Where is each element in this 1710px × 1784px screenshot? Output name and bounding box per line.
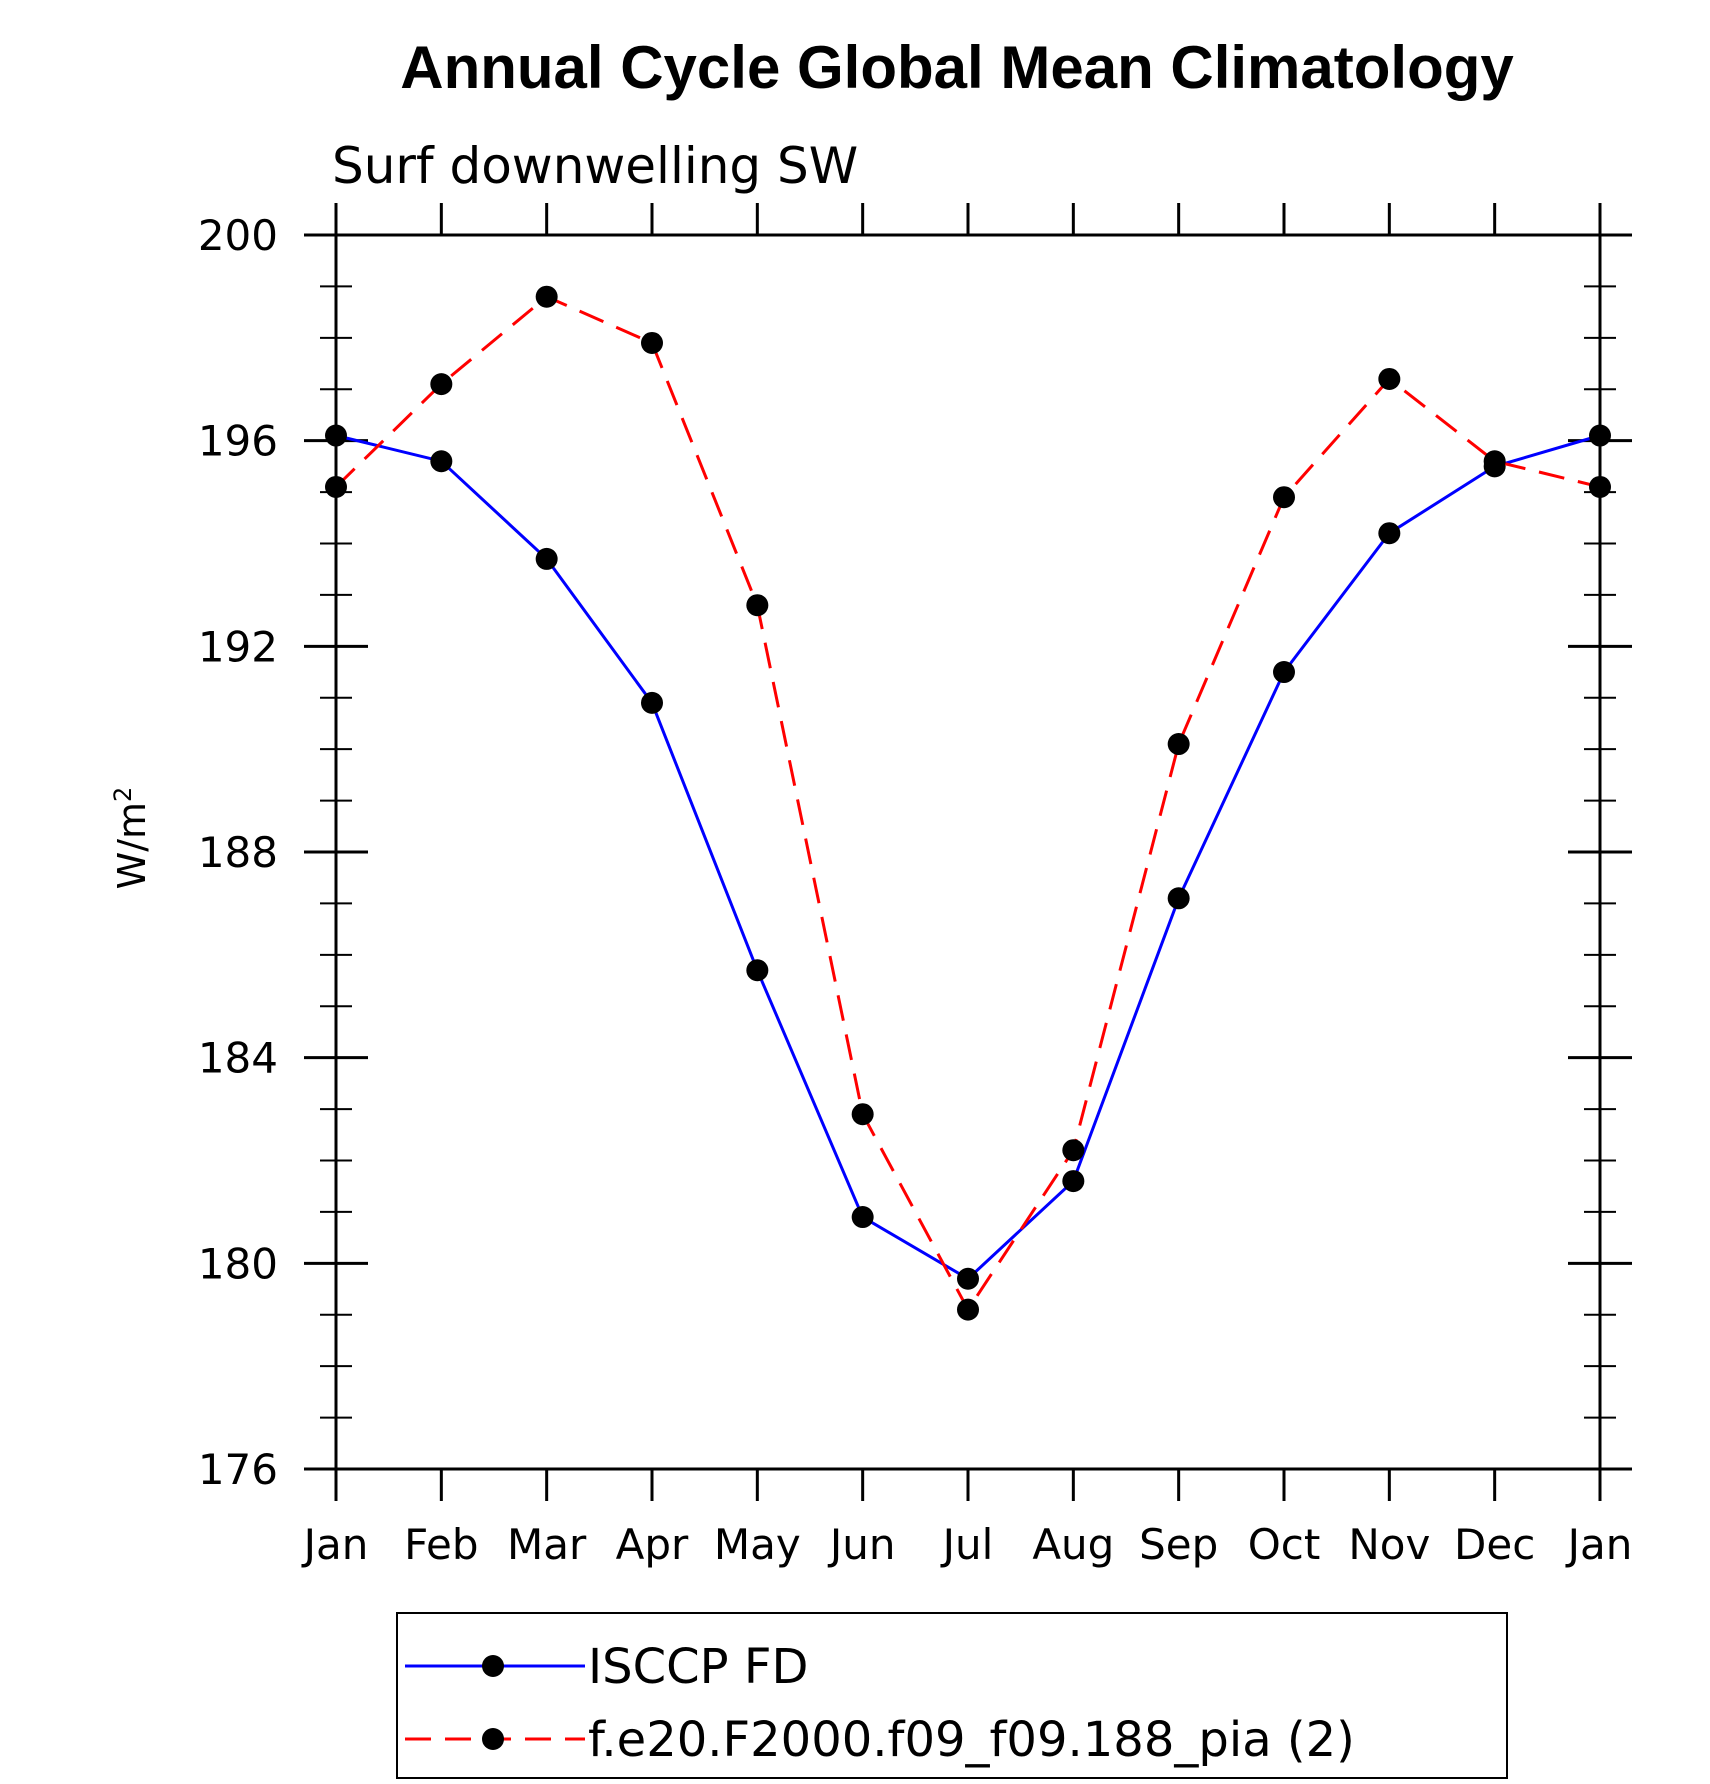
y-tick-label: 180 (198, 1239, 278, 1288)
legend-marker (482, 1655, 504, 1677)
data-point (430, 373, 453, 396)
x-tick-label: Nov (1348, 1520, 1430, 1569)
data-point (325, 424, 347, 447)
data-point (325, 475, 347, 498)
series-line (334, 294, 1601, 1313)
data-point (957, 1298, 979, 1321)
series-2 (325, 285, 1611, 1321)
x-tick-label: Dec (1454, 1520, 1535, 1569)
y-tick-label: 200 (198, 211, 278, 260)
legend: ISCCP FD f.e20.F2000.f09_f09.188_pia (2) (396, 1612, 1508, 1779)
data-point (641, 691, 663, 714)
data-point (1273, 486, 1295, 509)
legend-box (396, 1612, 1508, 1779)
data-point (1062, 1170, 1085, 1193)
x-tick-label: Mar (507, 1520, 587, 1569)
legend-marker (482, 1728, 504, 1750)
data-point (430, 450, 453, 473)
y-tick-label: 188 (198, 828, 278, 877)
data-point (1167, 733, 1190, 756)
y-axis-label-superscript: 2 (109, 787, 137, 802)
y-tick-label: 192 (198, 622, 278, 671)
data-point (1589, 424, 1611, 447)
axes: Jan Feb Mar Apr May Jun Jul Aug Sep Oct Nov Dec Jan 1… (198, 203, 1633, 1569)
x-tick-label: Feb (404, 1520, 478, 1569)
y-axis-label: W/m2 (109, 787, 154, 890)
data-point (746, 594, 769, 617)
data-point (957, 1267, 979, 1290)
data-point (851, 1103, 874, 1126)
y-tick-label: 176 (198, 1445, 278, 1494)
data-point (1378, 522, 1401, 545)
data-point (641, 331, 663, 354)
data-point (1483, 450, 1506, 473)
series-line (335, 434, 1601, 1281)
data-point (1273, 661, 1295, 684)
data-point (535, 547, 558, 570)
data-point (535, 285, 558, 308)
x-tick-label: Apr (616, 1520, 689, 1569)
x-tick-label: Oct (1248, 1520, 1321, 1569)
data-point (1062, 1139, 1085, 1162)
data-point (1378, 367, 1401, 390)
chart-title: Annual Cycle Global Mean Climatology (400, 34, 1514, 101)
series-layer (325, 285, 1611, 1321)
x-tick-label: Jul (940, 1520, 994, 1569)
legend-item-1: ISCCP FD (405, 1639, 808, 1695)
data-point (1589, 475, 1611, 498)
series-1 (325, 424, 1611, 1290)
data-point (746, 959, 769, 982)
x-tick-label: Jun (827, 1520, 896, 1569)
x-tick-label: Aug (1032, 1520, 1114, 1569)
x-tick-label: Jan (301, 1520, 369, 1569)
legend-label: f.e20.F2000.f09_f09.188_pia (2) (588, 1712, 1355, 1768)
data-point (851, 1206, 874, 1229)
x-tick-label: May (714, 1520, 801, 1569)
y-tick-label: 184 (198, 1034, 278, 1083)
y-tick-label: 196 (198, 417, 278, 466)
x-tick-label: Jan (1565, 1520, 1633, 1569)
chart-subtitle: Surf downwelling SW (332, 137, 858, 195)
x-tick-label: Sep (1139, 1520, 1218, 1569)
legend-label: ISCCP FD (588, 1639, 808, 1695)
legend-item-2: f.e20.F2000.f09_f09.188_pia (2) (405, 1712, 1355, 1768)
y-axis-label-text: W/m (110, 802, 154, 889)
data-point (1167, 887, 1190, 910)
